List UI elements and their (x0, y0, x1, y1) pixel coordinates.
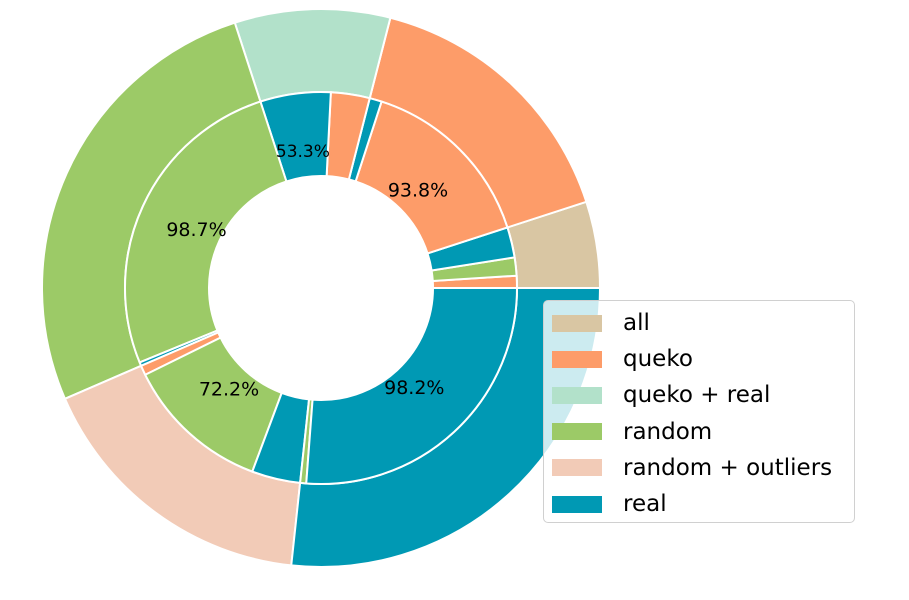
ring-labels: 93.8% 53.3% 98.7% 72.2% 98.2% (166, 142, 448, 400)
outer-wedge-queko-real (233, 8, 392, 103)
inner-wedge-random-random (124, 100, 288, 364)
legend-swatch-queko-real (552, 386, 602, 404)
legend-swatch-random (552, 423, 602, 441)
legend-swatch-real (552, 495, 602, 513)
wedge-label-queko-real: 53.3% (276, 142, 330, 162)
wedge-label-real: 98.2% (384, 377, 444, 399)
legend-label-real: real (623, 491, 667, 518)
legend-item-random: random (552, 414, 854, 450)
legend-item-all: all (552, 305, 854, 341)
wedge-label-queko: 93.8% (388, 180, 448, 202)
legend-item-queko-real: queko + real (552, 377, 854, 413)
legend-item-real: real (552, 486, 854, 522)
inner-ring (124, 91, 519, 485)
legend-label-random: random (623, 418, 713, 445)
legend-item-queko: queko (552, 341, 854, 377)
legend-swatch-queko (552, 350, 602, 368)
legend-item-random-outliers: random + outliers (552, 450, 854, 486)
legend-label-queko: queko (623, 346, 693, 373)
wedge-label-random-outliers: 72.2% (199, 378, 259, 400)
legend-label-all: all (623, 310, 650, 337)
legend: all queko queko + real random random + o… (543, 300, 855, 523)
legend-swatch-random-outliers (552, 459, 602, 477)
legend-swatch-all (552, 314, 602, 332)
inner-wedge-real-real (305, 287, 519, 485)
legend-label-random-outliers: random + outliers (623, 454, 833, 481)
wedge-label-random: 98.7% (166, 219, 226, 241)
legend-label-queko-real: queko + real (623, 382, 771, 409)
